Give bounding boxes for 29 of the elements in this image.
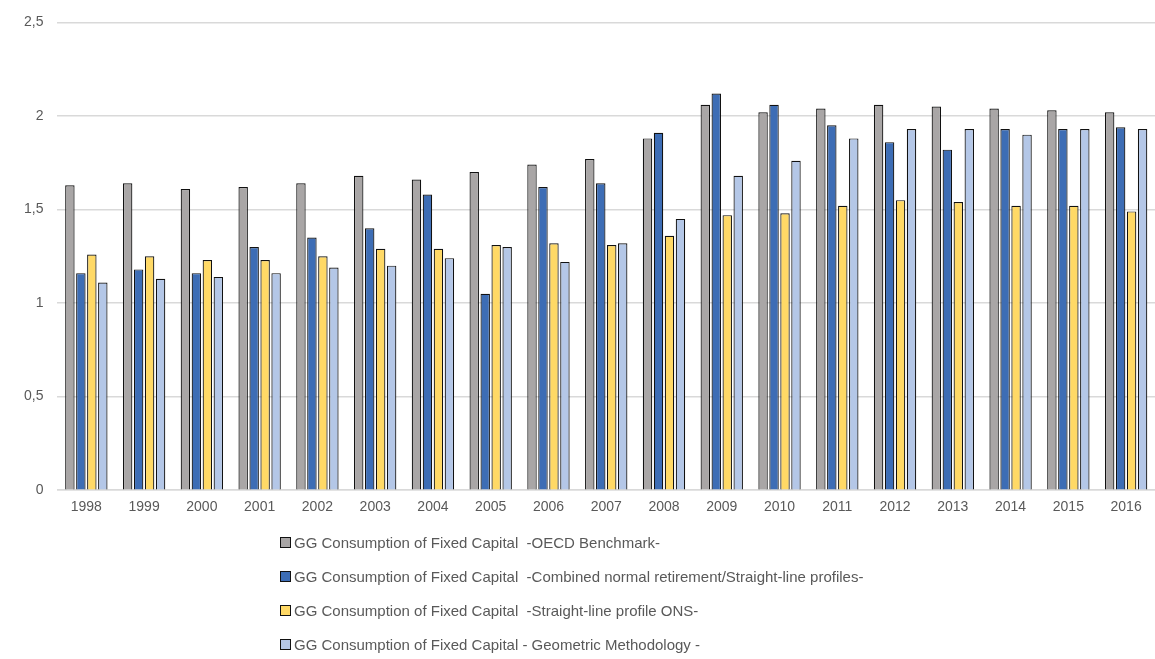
y-tick-label: 0 [35, 481, 44, 498]
legend-label: GG Consumption of Fixed Capital -Combined normal retirement/Straight-line profiles- [294, 567, 864, 585]
x-tick-label: 2010 [763, 498, 796, 515]
y-tick-label: 2 [35, 106, 44, 123]
x-tick-label: 1999 [128, 498, 160, 515]
y-tick-label: 1 [35, 293, 44, 310]
x-tick-label: 2011 [822, 498, 853, 515]
x-tick-label: 2008 [648, 498, 680, 515]
x-tick-label: 2007 [590, 498, 623, 515]
legend-label: GG Consumption of Fixed Capital - Geometric Methodology - [294, 635, 701, 653]
x-tick-label: 2015 [1052, 498, 1085, 515]
legend-label: GG Consumption of Fixed Capital -OECD Benchmark- [294, 533, 660, 551]
x-tick-label: 2002 [301, 498, 334, 515]
x-tick-label: 2013 [937, 498, 969, 515]
x-tick-label: 2000 [186, 498, 218, 515]
y-tick-label: 2,5 [23, 13, 44, 30]
x-tick-label: 1998 [70, 498, 103, 515]
x-tick-label: 2006 [532, 498, 565, 515]
x-tick-label: 2012 [879, 498, 911, 515]
x-tick-label: 2001 [244, 498, 276, 515]
y-tick-label: 1,5 [23, 200, 44, 217]
legend-label: GG Consumption of Fixed Capital -Straight-line profile ONS- [294, 601, 699, 619]
x-tick-label: 2005 [475, 498, 507, 515]
x-tick-label: 2004 [417, 498, 449, 515]
x-tick-label: 2014 [995, 498, 1027, 515]
x-tick-label: 2016 [1110, 498, 1142, 515]
y-tick-label: 0,5 [23, 387, 44, 404]
x-tick-label: 2009 [706, 498, 738, 515]
x-tick-label: 2003 [359, 498, 391, 515]
